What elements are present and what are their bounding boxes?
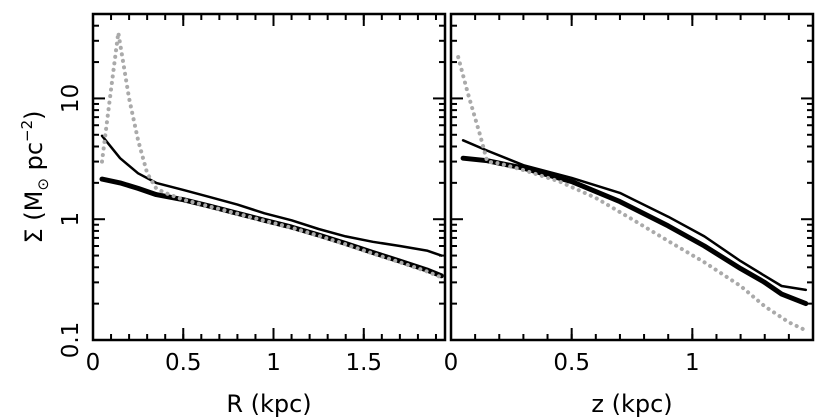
right-panel-frame <box>449 12 815 342</box>
right-series-thin-black <box>461 139 808 292</box>
left-x-axis-label: R (kpc) <box>226 390 311 418</box>
left-panel: 0 0.5 1 1.5 0.1 1 10 <box>58 13 445 376</box>
right-panel: 0 0.5 1 <box>444 13 814 376</box>
right-series-grey-dotted <box>456 55 808 333</box>
left-x-tick-label: 0 <box>86 350 101 376</box>
y-tick-label: 10 <box>58 84 84 113</box>
left-panel-frame <box>91 12 447 342</box>
left-series-thick-black <box>99 176 444 279</box>
left-series-thin-black <box>100 134 443 257</box>
right-x-tick-label: 0.5 <box>553 350 590 376</box>
left-series-grey-dotted <box>100 30 444 280</box>
right-x-tick-label: 1 <box>685 350 700 376</box>
y-tick-label: 1 <box>58 212 84 227</box>
right-x-axis-label: z (kpc) <box>591 390 672 418</box>
y-axis-label: Σ (M⊙ pc−2) <box>18 110 52 243</box>
left-x-tick-label: 1.5 <box>345 350 382 376</box>
right-series-thick-black <box>460 155 809 307</box>
right-x-tick-label: 0 <box>444 350 459 376</box>
y-tick-label: 0.1 <box>58 322 84 359</box>
left-x-tick-label: 0.5 <box>165 350 202 376</box>
left-x-tick-label: 1 <box>266 350 281 376</box>
